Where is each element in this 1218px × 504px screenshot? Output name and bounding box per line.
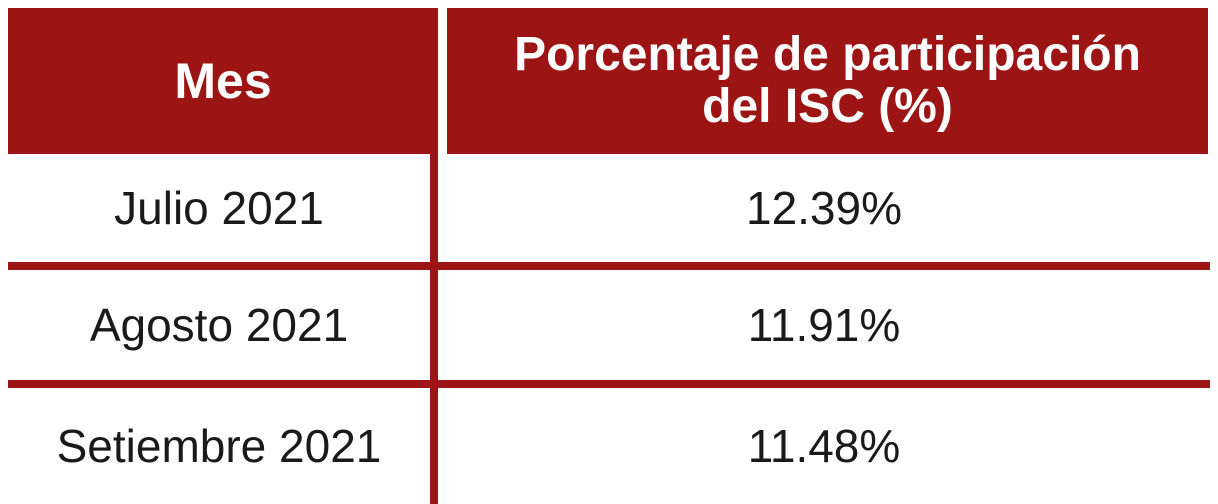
column-divider [430, 154, 438, 504]
header-divider [438, 8, 447, 154]
mes-value: Julio 2021 [114, 182, 324, 234]
header-porcentaje: Porcentaje de participación del ISC (%) [447, 8, 1208, 154]
row-separator [8, 380, 1210, 388]
header-mes-label: Mes [174, 53, 272, 109]
cell-mes-row-3: Setiembre 2021 [8, 388, 430, 504]
row-separator [8, 262, 1210, 270]
header-porcentaje-label: Porcentaje de participación del ISC (%) [514, 28, 1141, 133]
mes-value: Agosto 2021 [89, 299, 349, 351]
mes-value: Setiembre 2021 [56, 420, 382, 472]
cell-porcentaje-row-1: 12.39% [438, 154, 1210, 262]
table-header: Mes Porcentaje de participación del ISC … [8, 8, 1208, 154]
porcentaje-value: 11.48% [747, 420, 901, 472]
header-mes: Mes [8, 8, 438, 154]
cell-porcentaje-row-3: 11.48% [438, 388, 1210, 504]
cell-mes-row-1: Julio 2021 [8, 154, 430, 262]
cell-porcentaje-row-2: 11.91% [438, 270, 1210, 380]
porcentaje-value: 12.39% [745, 182, 902, 234]
cell-mes-row-2: Agosto 2021 [8, 270, 430, 380]
porcentaje-value: 11.91% [747, 299, 901, 351]
